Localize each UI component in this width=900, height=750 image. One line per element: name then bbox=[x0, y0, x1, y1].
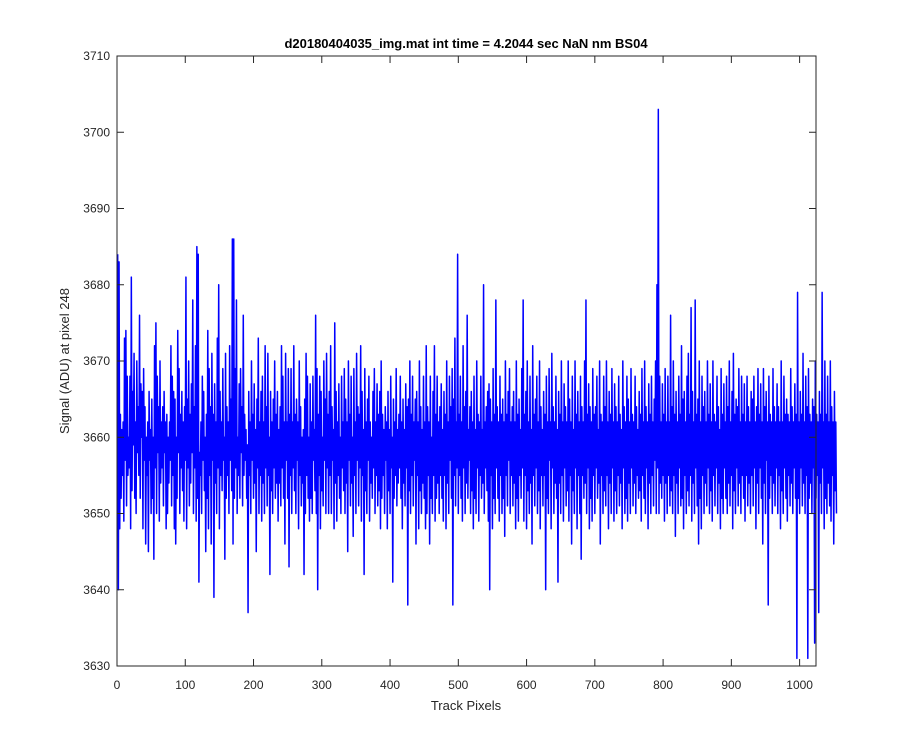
x-tick-label: 200 bbox=[244, 678, 264, 692]
x-tick-label: 600 bbox=[517, 678, 537, 692]
y-tick-label: 3640 bbox=[83, 583, 110, 597]
y-tick-label: 3710 bbox=[83, 49, 110, 63]
y-axis-label: Signal (ADU) at pixel 248 bbox=[57, 288, 72, 434]
x-tick-label: 800 bbox=[653, 678, 673, 692]
series-line-0 bbox=[116, 108, 838, 660]
x-tick-label: 900 bbox=[721, 678, 741, 692]
y-tick-label: 3630 bbox=[83, 659, 110, 673]
y-tick-label: 3650 bbox=[83, 507, 110, 521]
x-tick-label: 500 bbox=[448, 678, 468, 692]
y-tick-label: 3660 bbox=[83, 430, 110, 444]
x-tick-label: 300 bbox=[312, 678, 332, 692]
x-tick-label: 0 bbox=[114, 678, 121, 692]
data-layer bbox=[116, 108, 838, 660]
y-tick-label: 3680 bbox=[83, 278, 110, 292]
x-tick-label: 100 bbox=[175, 678, 195, 692]
x-tick-label: 400 bbox=[380, 678, 400, 692]
y-tick-label: 3670 bbox=[83, 354, 110, 368]
tick-layer: 0 100 200 300 400 500 600 700 800 900 1000 3630 3640… bbox=[83, 49, 816, 692]
x-tick-label: 700 bbox=[585, 678, 605, 692]
x-tick-label: 1000 bbox=[786, 678, 813, 692]
y-tick-label: 3690 bbox=[83, 202, 110, 216]
x-axis-label: Track Pixels bbox=[431, 698, 502, 713]
y-tick-label: 3700 bbox=[83, 125, 110, 139]
chart-title: d20180404035_img.mat int time = 4.2044 s… bbox=[284, 36, 648, 51]
